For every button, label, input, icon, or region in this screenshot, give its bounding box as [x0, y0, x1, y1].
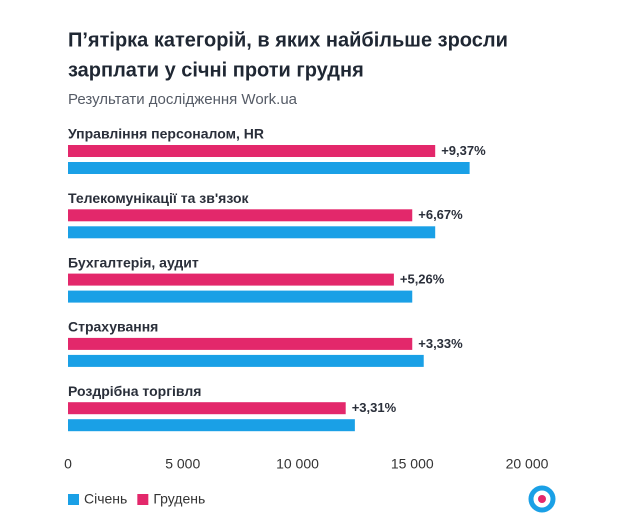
category-label: Роздрібна торгівля: [68, 383, 201, 399]
change-label: +3,33%: [418, 336, 463, 351]
logo: [528, 485, 556, 513]
bar: [68, 419, 355, 432]
category-label: Телекомунікації та зв'язок: [68, 190, 250, 206]
change-label: +9,37%: [441, 143, 486, 158]
x-tick-label: 0: [64, 456, 72, 472]
chart-title: П’ятірка категорій, в яких найбільше зро…: [68, 29, 508, 51]
bar: [68, 354, 424, 367]
legend-label: Грудень: [153, 491, 205, 507]
chart-title: зарплати у січні проти грудня: [68, 59, 364, 81]
x-tick-label: 20 000: [506, 456, 549, 472]
change-label: +6,67%: [418, 207, 463, 222]
x-tick-label: 5 000: [165, 456, 200, 472]
x-tick-label: 10 000: [276, 456, 319, 472]
category-label: Страхування: [68, 319, 158, 335]
legend-swatch: [68, 494, 79, 505]
bar: [68, 273, 394, 286]
bar: [68, 402, 346, 415]
category-label: Бухгалтерія, аудит: [68, 254, 199, 270]
category-label: Управління персоналом, HR: [68, 126, 264, 142]
change-label: +3,31%: [352, 400, 397, 415]
change-label: +5,26%: [400, 272, 445, 287]
bar: [68, 209, 413, 222]
bar: [68, 337, 413, 350]
legend-label: Січень: [84, 491, 127, 507]
bar: [68, 226, 436, 239]
x-tick-label: 15 000: [391, 456, 434, 472]
chart-subtitle: Результати дослідження Work.ua: [68, 91, 298, 108]
legend-swatch: [137, 494, 149, 505]
bar: [68, 290, 413, 303]
bar: [68, 162, 470, 174]
bar: [68, 145, 436, 157]
